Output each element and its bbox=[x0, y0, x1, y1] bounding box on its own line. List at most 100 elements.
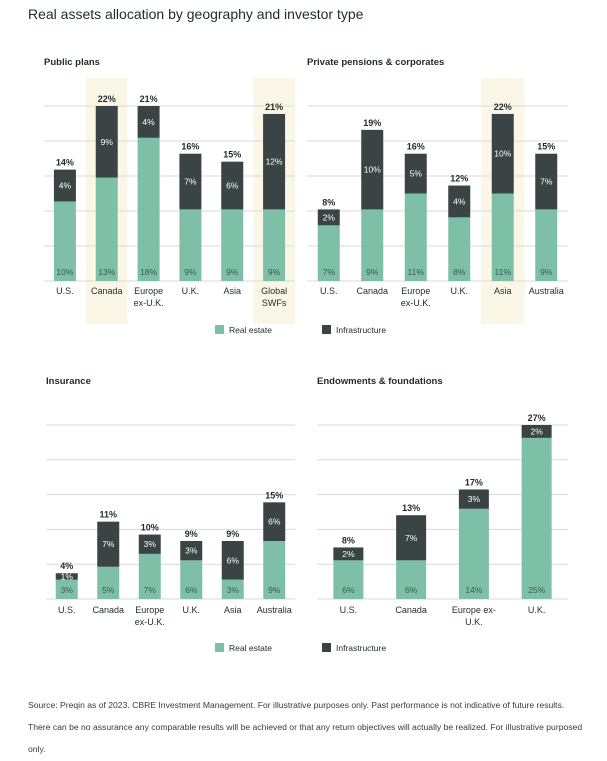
data-label-real-estate: 11% bbox=[408, 267, 425, 277]
data-label-infrastructure: 2% bbox=[530, 426, 543, 436]
data-label-infrastructure: 1% bbox=[61, 571, 74, 581]
bar-real-estate bbox=[396, 560, 427, 599]
page-title: Real assets allocation by geography and … bbox=[28, 6, 364, 22]
data-label-real-estate: 9% bbox=[540, 267, 553, 277]
panel-title: Endowments & foundations bbox=[317, 376, 443, 387]
data-label-total: 27% bbox=[528, 413, 546, 423]
data-label-infrastructure: 7% bbox=[540, 177, 553, 187]
source-note: Source: Preqin as of 2023. CBRE Investme… bbox=[28, 694, 588, 760]
data-label-total: 8% bbox=[322, 197, 335, 207]
data-label-real-estate: 18% bbox=[140, 267, 157, 277]
data-label-total: 4% bbox=[60, 561, 73, 571]
bar-real-estate bbox=[137, 137, 160, 281]
data-label-infrastructure: 12% bbox=[266, 157, 283, 167]
data-label-infrastructure: 5% bbox=[410, 169, 423, 179]
data-label-total: 11% bbox=[99, 510, 117, 520]
bar-infrastructure bbox=[55, 573, 78, 580]
data-label-infrastructure: 7% bbox=[184, 177, 197, 187]
data-label-infrastructure: 9% bbox=[101, 137, 114, 147]
bar-real-estate bbox=[521, 437, 552, 599]
bar-infrastructure bbox=[361, 129, 384, 210]
data-label-total: 14% bbox=[56, 158, 74, 168]
data-label-real-estate: 9% bbox=[366, 267, 379, 277]
bar-infrastructure bbox=[95, 106, 118, 178]
legend-label-infrastructure: Infrastructure bbox=[336, 643, 386, 653]
data-label-infrastructure: 2% bbox=[342, 549, 355, 559]
bar-real-estate bbox=[179, 209, 202, 281]
legend-swatch-real-estate bbox=[215, 325, 224, 334]
tick-label: Europe bbox=[134, 286, 163, 296]
legend: Real estate Infrastructure bbox=[215, 325, 386, 335]
data-label-real-estate: 9% bbox=[226, 267, 239, 277]
bar-infrastructure bbox=[535, 153, 558, 210]
chart-panel-3: Insurance 3% 1%4% U.S. 5% 7% 11% Canada 7% 3% 10% E… bbox=[46, 376, 386, 653]
data-label-infrastructure: 2% bbox=[323, 212, 336, 222]
bar-real-estate bbox=[317, 225, 340, 281]
tick-label: U.K. bbox=[182, 605, 200, 615]
bar-real-estate bbox=[535, 209, 558, 281]
data-label-real-estate: 9% bbox=[268, 585, 281, 595]
bar-real-estate bbox=[95, 177, 118, 281]
data-label-real-estate: 14% bbox=[465, 585, 482, 595]
bar-infrastructure bbox=[180, 541, 203, 561]
bar-real-estate bbox=[458, 508, 489, 599]
data-label-total: 15% bbox=[265, 490, 283, 500]
data-label-total: 19% bbox=[363, 118, 381, 128]
data-label-total: 21% bbox=[140, 94, 158, 104]
tick-label: ex-U.K. bbox=[134, 298, 164, 308]
data-label-real-estate: 13% bbox=[98, 267, 115, 277]
tick-label: U.K. bbox=[465, 617, 483, 627]
tick-label: Canada bbox=[356, 286, 388, 296]
data-label-real-estate: 6% bbox=[342, 585, 355, 595]
source-line-1: Source: Preqin as of 2023. CBRE Investme… bbox=[28, 700, 565, 710]
bar-infrastructure bbox=[448, 185, 471, 218]
data-label-infrastructure: 10% bbox=[494, 149, 511, 159]
panel-title: Insurance bbox=[46, 376, 91, 387]
legend-swatch-infrastructure bbox=[322, 325, 331, 334]
data-label-infrastructure: 3% bbox=[144, 539, 157, 549]
tick-label: Canada bbox=[92, 605, 124, 615]
bar-real-estate bbox=[404, 193, 427, 281]
data-label-total: 21% bbox=[265, 102, 283, 112]
bar-real-estate bbox=[263, 541, 286, 599]
data-label-real-estate: 10% bbox=[56, 267, 73, 277]
tick-label: Europe bbox=[401, 286, 430, 296]
tick-label: Global bbox=[261, 286, 287, 296]
bar-real-estate bbox=[221, 209, 244, 281]
bar-real-estate bbox=[361, 209, 384, 281]
bar-infrastructure bbox=[458, 489, 489, 509]
data-label-infrastructure: 3% bbox=[468, 494, 481, 504]
bar-real-estate bbox=[180, 560, 203, 599]
bar-real-estate bbox=[138, 553, 161, 599]
legend-label-real-estate: Real estate bbox=[229, 325, 272, 335]
tick-label: Canada bbox=[91, 286, 123, 296]
chart-panel-2: Private pensions & corporates 7% 2% 8% U.S. 9… bbox=[307, 57, 568, 324]
data-label-total: 8% bbox=[342, 535, 355, 545]
data-label-infrastructure: 6% bbox=[268, 517, 281, 527]
bar-real-estate bbox=[263, 209, 286, 281]
tick-label: ex-U.K. bbox=[135, 617, 165, 627]
data-label-infrastructure: 4% bbox=[453, 196, 466, 206]
panel-title: Public plans bbox=[44, 57, 100, 68]
tick-label: Canada bbox=[395, 605, 427, 615]
data-label-total: 17% bbox=[465, 477, 483, 487]
tick-label: Asia bbox=[223, 286, 241, 296]
bar-infrastructure bbox=[491, 113, 514, 194]
bar-infrastructure bbox=[221, 161, 244, 210]
data-label-real-estate: 9% bbox=[184, 267, 197, 277]
legend-swatch-infrastructure bbox=[322, 643, 331, 652]
data-label-total: 9% bbox=[185, 529, 198, 539]
bar-infrastructure bbox=[521, 425, 552, 438]
tick-label: U.K. bbox=[528, 605, 546, 615]
legend-label-real-estate: Real estate bbox=[229, 643, 272, 653]
data-label-infrastructure: 6% bbox=[226, 181, 239, 191]
data-label-real-estate: 25% bbox=[528, 585, 545, 595]
data-label-real-estate: 6% bbox=[185, 585, 198, 595]
chart-panel-4: Endowments & foundations 6% 2% 8% U.S. 6% 7% 13… bbox=[317, 376, 568, 627]
tick-label: U.S. bbox=[58, 605, 76, 615]
data-label-infrastructure: 4% bbox=[142, 117, 155, 127]
data-label-real-estate: 7% bbox=[323, 267, 336, 277]
tick-label: Europe ex- bbox=[452, 605, 496, 615]
data-label-total: 16% bbox=[407, 142, 425, 152]
